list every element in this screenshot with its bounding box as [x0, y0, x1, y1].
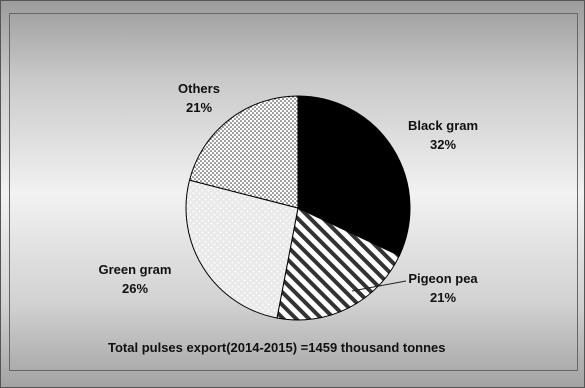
chart-annotation: Total pulses export(2014-2015) =1459 tho…	[108, 340, 446, 355]
slice-value-label-black-gram: 32%	[430, 137, 456, 152]
pie-slice-green-gram	[185, 179, 299, 319]
slice-value-label-pigeon-pea: 21%	[430, 290, 456, 305]
pie-slice-pigeon-pea	[276, 207, 401, 321]
slice-label-black-gram: Black gram	[408, 118, 478, 133]
slice-label-pigeon-pea: Pigeon pea	[408, 271, 478, 286]
slice-label-green-gram: Green gram	[99, 262, 172, 277]
pie-slice-black-gram	[297, 95, 411, 257]
pie-slice-others	[188, 95, 299, 209]
chart-inner-border	[9, 13, 578, 371]
slice-label-others: Others	[178, 81, 220, 96]
slice-value-label-green-gram: 26%	[122, 281, 148, 296]
slice-value-label-others: 21%	[186, 100, 212, 115]
pigeon-pea-leader-line	[351, 280, 407, 292]
